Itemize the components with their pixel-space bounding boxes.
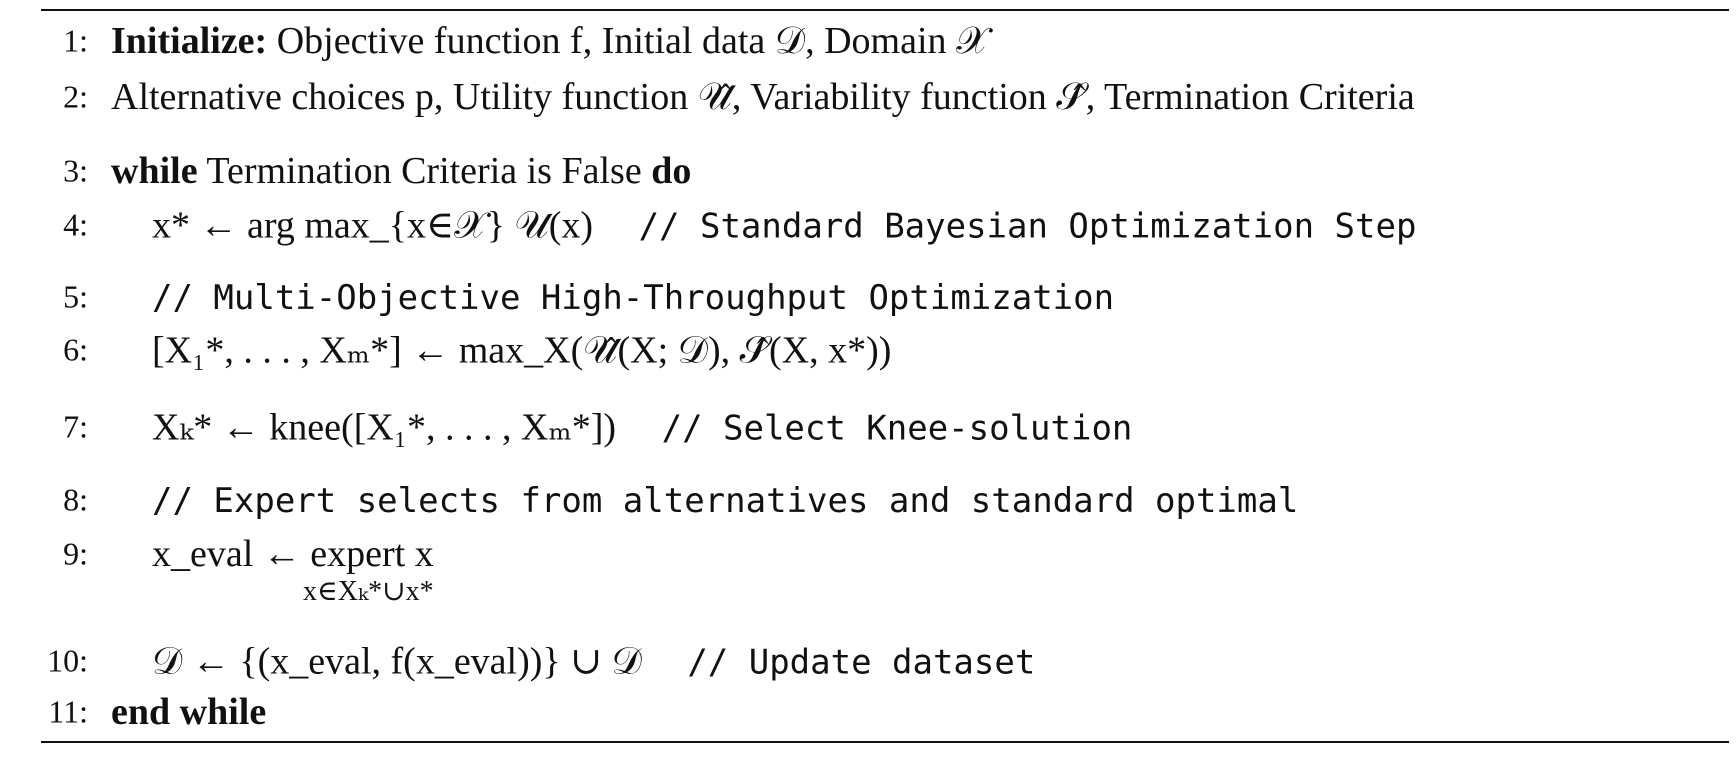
keyword-while: while <box>111 150 198 192</box>
line-content: x_eval ← expert x <box>152 533 434 575</box>
algorithm-bottom-rule <box>41 741 1729 743</box>
line-number: 4: <box>63 206 88 243</box>
comment: // Standard Bayesian Optimization Step <box>638 206 1417 247</box>
line-content: 𝒟 ← {(x_eval, f(x_eval))} ∪ 𝒟 // Update … <box>152 639 1035 684</box>
line-number: 2: <box>63 78 88 115</box>
line-content: // Expert selects from alternatives and … <box>152 478 1298 522</box>
line-number: 11: <box>48 693 88 730</box>
math-expression: x* ← arg max_{x∈𝒳} 𝒰(x) <box>152 204 594 247</box>
algorithm-line-5: 5: // Multi-Objective High-Throughput Op… <box>0 267 1736 327</box>
line-number: 8: <box>63 481 88 518</box>
initialize-text: Objective function f, Initial data 𝒟, Do… <box>276 20 989 62</box>
line-number: 3: <box>63 152 88 189</box>
algorithm-line-4: 4: x* ← arg max_{x∈𝒳} 𝒰(x) // Standard B… <box>0 195 1736 255</box>
line-content: [X₁*, . . . , Xₘ*] ← max_X(𝒰̂(X; 𝒟), 𝒮̂(… <box>152 329 892 372</box>
algorithm-line-11: 11: end while <box>0 682 1736 742</box>
line-number: 10: <box>47 642 88 679</box>
line-number: 9: <box>63 535 88 572</box>
algorithm-line-10: 10: 𝒟 ← {(x_eval, f(x_eval))} ∪ 𝒟 // Upd… <box>0 631 1736 691</box>
line-number: 6: <box>63 331 88 368</box>
while-condition: Termination Criteria is False <box>206 150 642 192</box>
line-content: while Termination Criteria is False do <box>111 149 691 193</box>
line-content: Alternative choices p, Utility function … <box>111 76 1415 118</box>
line-content: Xₖ* ← knee([X₁*, . . . , Xₘ*]) // Select… <box>152 405 1132 450</box>
keyword-do: do <box>651 150 692 192</box>
algorithm-line-9: 9: x_eval ← expert x <box>0 524 1736 584</box>
line-content: x* ← arg max_{x∈𝒳} 𝒰(x) // Standard Baye… <box>152 203 1416 248</box>
line-content: Initialize: Objective function f, Initia… <box>111 19 989 63</box>
expert-subscript: x∈Xₖ*∪x* <box>303 576 434 607</box>
algorithm-line-3: 3: while Termination Criteria is False d… <box>0 141 1736 201</box>
comment: // Select Knee-solution <box>661 408 1133 449</box>
algorithm-line-6: 6: [X₁*, . . . , Xₘ*] ← max_X(𝒰̂(X; 𝒟), … <box>0 320 1736 380</box>
algorithm-line-7: 7: Xₖ* ← knee([X₁*, . . . , Xₘ*]) // Sel… <box>0 397 1736 457</box>
line-number: 5: <box>63 278 88 315</box>
algorithm-line-1: 1: Initialize: Objective function f, Ini… <box>0 11 1736 71</box>
comment: // Expert selects from alternatives and … <box>152 481 1299 521</box>
line-number: 1: <box>63 22 88 59</box>
line-number: 7: <box>63 408 88 445</box>
algorithm-line-2: 2: Alternative choices p, Utility functi… <box>0 67 1736 127</box>
comment: // Update dataset <box>687 642 1036 683</box>
keyword-initialize: Initialize: <box>111 20 268 62</box>
math-expression: Xₖ* ← knee([X₁*, . . . , Xₘ*]) <box>152 406 617 449</box>
keyword-end-while: end while <box>111 691 267 733</box>
math-expression: 𝒟 ← {(x_eval, f(x_eval))} ∪ 𝒟 <box>152 640 642 683</box>
line-content: // Multi-Objective High-Throughput Optim… <box>152 275 1114 319</box>
algorithm-line-8: 8: // Expert selects from alternatives a… <box>0 470 1736 530</box>
comment: // Multi-Objective High-Throughput Optim… <box>152 278 1115 318</box>
algorithm-top-rule <box>41 9 1729 11</box>
